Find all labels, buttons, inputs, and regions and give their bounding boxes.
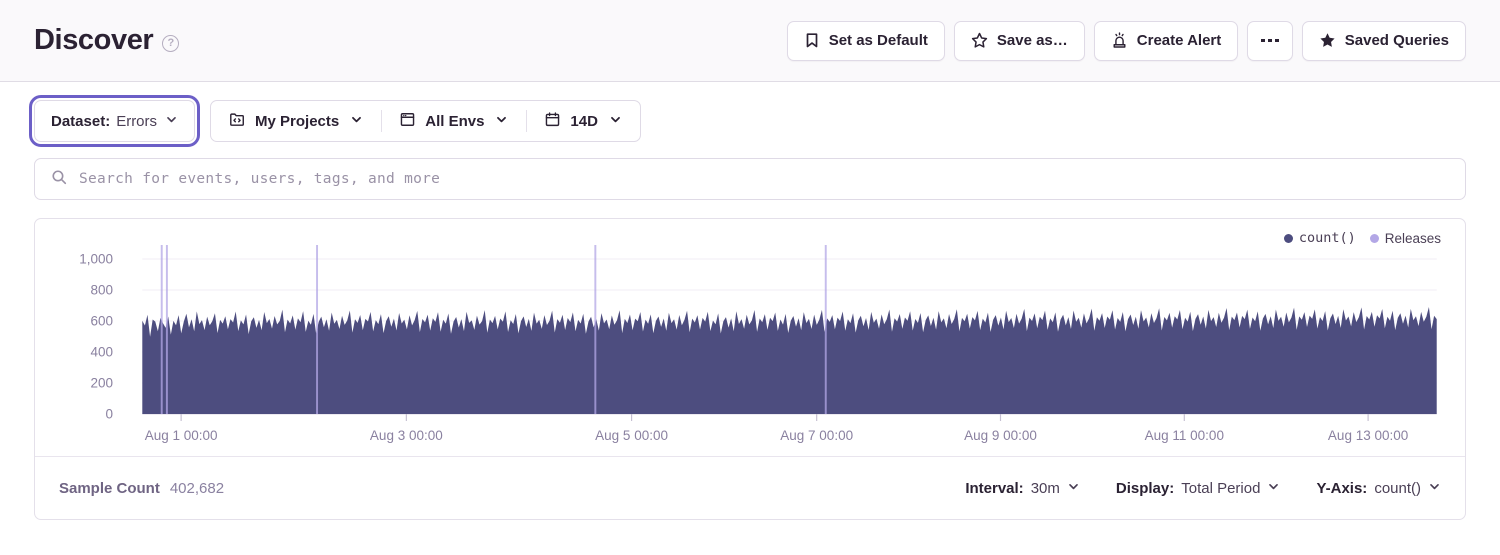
legend-label: count() — [1298, 230, 1356, 246]
x-axis-tick-label: Aug 1 00:00 — [144, 428, 218, 443]
x-axis-tick-label: Aug 5 00:00 — [595, 428, 668, 443]
search-placeholder: Search for events, users, tags, and more — [79, 171, 441, 187]
set-as-default-label: Set as Default — [828, 32, 928, 49]
chart-legend: count() Releases — [1283, 230, 1441, 246]
search-icon — [51, 169, 67, 190]
environment-selector-label: All Envs — [425, 112, 485, 130]
sample-count-value: 402,682 — [169, 479, 225, 497]
legend-color-swatch — [1283, 233, 1293, 243]
question-circle-icon[interactable]: ? — [162, 34, 180, 52]
header-actions: Set as Default Save as… Create Alert — [786, 20, 1466, 61]
chart-area[interactable]: count() Releases 0 200 400 600 800 1,000 Aug … — [35, 219, 1465, 456]
save-as-button[interactable]: Save as… — [953, 20, 1085, 61]
x-axis-ticks: Aug 1 00:00 Aug 3 00:00 Aug 5 00:00 Aug 7 0… — [35, 219, 1465, 456]
create-alert-button[interactable]: Create Alert — [1093, 20, 1239, 61]
chart-panel: count() Releases 0 200 400 600 800 1,000 Aug … — [34, 218, 1466, 520]
sample-count: Sample Count 402,682 — [59, 480, 224, 497]
project-selector[interactable]: My Projects — [211, 101, 381, 141]
chart-plot — [142, 245, 1437, 421]
chevron-down-icon — [609, 113, 622, 130]
display-selector[interactable]: Display: Total Period — [1116, 480, 1281, 497]
y-axis-value: count() — [1374, 479, 1421, 497]
display-label: Display: — [1115, 479, 1175, 497]
legend-item-count[interactable]: count() — [1283, 230, 1356, 246]
y-axis-tick-label: 0 — [105, 406, 113, 422]
interval-value: 30m — [1030, 479, 1060, 497]
legend-label: Releases — [1384, 230, 1441, 246]
page-header: Discover ? Set as Default Save as… — [0, 0, 1500, 82]
save-as-label: Save as… — [996, 32, 1068, 49]
chevron-down-icon — [1067, 480, 1080, 497]
chevron-down-icon — [1428, 480, 1441, 497]
ellipsis-icon — [1261, 38, 1279, 43]
project-selector-label: My Projects — [255, 112, 340, 130]
window-icon — [399, 111, 416, 132]
legend-item-releases[interactable]: Releases — [1369, 230, 1441, 246]
chevron-down-icon — [350, 113, 363, 130]
chevron-down-icon — [165, 113, 178, 130]
dataset-selector[interactable]: Dataset: Errors — [28, 95, 201, 147]
x-axis-tick-label: Aug 3 00:00 — [369, 428, 443, 443]
filter-bar: Dataset: Errors My Projects — [0, 82, 1500, 147]
folder-code-icon — [229, 111, 246, 132]
y-axis-tick-label: 200 — [90, 375, 113, 391]
chart-footer: Sample Count 402,682 Interval: 30m Displ… — [35, 457, 1465, 519]
sample-count-label: Sample Count — [59, 479, 160, 497]
dataset-label: Dataset: — [51, 112, 111, 130]
x-axis-tick-label: Aug 11 00:00 — [1144, 428, 1224, 443]
search-bar-wrap: Search for events, users, tags, and more — [0, 142, 1500, 200]
dataset-value: Errors — [116, 112, 158, 130]
saved-queries-button[interactable]: Saved Queries — [1301, 20, 1466, 61]
y-axis-selector[interactable]: Y-Axis: count() — [1316, 480, 1441, 497]
set-as-default-button[interactable]: Set as Default — [786, 20, 945, 61]
y-axis-tick-label: 1,000 — [79, 251, 113, 267]
more-options-button[interactable] — [1247, 20, 1293, 61]
interval-label: Interval: — [965, 479, 1024, 497]
star-outline-icon — [971, 32, 988, 49]
display-value: Total Period — [1181, 479, 1261, 497]
star-filled-icon — [1319, 32, 1336, 49]
interval-selector[interactable]: Interval: 30m — [965, 480, 1080, 497]
chevron-down-icon — [1267, 480, 1280, 497]
calendar-icon — [544, 111, 561, 132]
legend-color-swatch — [1369, 233, 1379, 243]
search-input[interactable]: Search for events, users, tags, and more — [34, 158, 1466, 200]
y-axis-tick-label: 800 — [90, 282, 113, 298]
bookmark-icon — [804, 32, 820, 49]
time-period-label: 14D — [570, 112, 598, 130]
y-axis-label: Y-Axis: — [1316, 479, 1368, 497]
x-axis-tick-label: Aug 13 00:00 — [1327, 428, 1409, 443]
siren-icon — [1111, 32, 1128, 49]
x-axis-tick-label: Aug 9 00:00 — [964, 428, 1037, 443]
filter-group: My Projects All Envs — [210, 100, 641, 142]
create-alert-label: Create Alert — [1136, 32, 1222, 49]
saved-queries-label: Saved Queries — [1344, 32, 1449, 49]
time-period-selector[interactable]: 14D — [526, 101, 640, 141]
chevron-down-icon — [495, 113, 508, 130]
page-title-wrap: Discover ? — [34, 24, 180, 57]
y-axis-ticks: 0 200 400 600 800 1,000 — [47, 219, 113, 456]
chart-controls: Interval: 30m Display: Total Period Y-Ax… — [965, 480, 1441, 497]
panel-divider — [35, 456, 1465, 457]
page-title: Discover — [34, 24, 154, 56]
y-axis-tick-label: 600 — [90, 313, 113, 329]
x-axis-tick-label: Aug 7 00:00 — [780, 428, 854, 443]
environment-selector[interactable]: All Envs — [381, 101, 526, 141]
y-axis-tick-label: 400 — [90, 344, 113, 360]
